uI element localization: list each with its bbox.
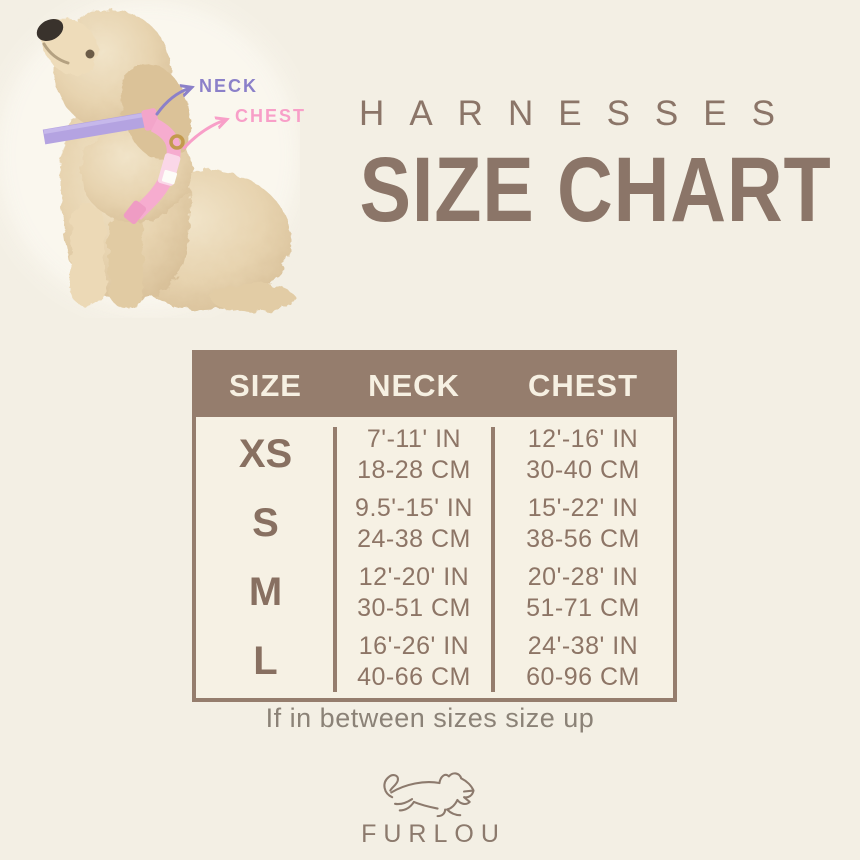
neck-inches: 12'-20' IN [358, 562, 470, 591]
brand-wordmark: FURLOU [361, 820, 506, 848]
neck-arrow-icon [155, 88, 190, 116]
furlou-dog-logo-icon [383, 772, 475, 818]
chest-inches: 12'-16' IN [527, 424, 639, 453]
chest-arrow-icon [182, 120, 225, 150]
title-block: HARNESSES SIZE CHART [320, 94, 832, 241]
chest-cell: 12'-16' IN 30-40 CM [493, 424, 673, 486]
chest-inches: 20'-28' IN [527, 562, 639, 591]
table-header-row: SIZE NECK CHEST [196, 354, 673, 417]
harness-straps [42, 108, 185, 224]
kicker-title: HARNESSES [359, 94, 800, 133]
chest-cm: 30-40 CM [526, 455, 640, 484]
size-cell: S [252, 501, 279, 545]
neck-cell: 12'-20' IN 30-51 CM [335, 562, 493, 624]
size-cell: XS [238, 432, 293, 476]
page-title: SIZE CHART [359, 139, 832, 241]
chest-cell: 24'-38' IN 60-96 CM [493, 631, 673, 693]
neck-inches: 7'-11' IN [366, 424, 462, 453]
neck-inches: 9.5'-15' IN [355, 493, 473, 522]
column-divider [333, 427, 337, 692]
neck-cell: 9.5'-15' IN 24-38 CM [335, 493, 493, 555]
neck-callout-label: NECK [199, 76, 259, 96]
size-cell: M [248, 570, 283, 614]
table-body: XS 7'-11' IN 18-28 CM 12'-16' IN 30-40 C… [196, 417, 673, 698]
header-neck: NECK [368, 367, 460, 403]
neck-cm: 40-66 CM [357, 662, 471, 691]
neck-cell: 7'-11' IN 18-28 CM [335, 424, 493, 486]
brand-footer: FURLOU [0, 766, 860, 849]
neck-cell: 16'-26' IN 40-66 CM [335, 631, 493, 693]
table-row-s: S 9.5'-15' IN 24-38 CM 15'-22' IN 38-56 … [196, 489, 673, 558]
chest-cm: 38-56 CM [526, 524, 640, 553]
dog-photo: NECK CHEST [0, 0, 304, 318]
neck-cm: 18-28 CM [357, 455, 471, 484]
neck-inches: 16'-26' IN [358, 631, 470, 660]
table-row-l: L 16'-26' IN 40-66 CM 24'-38' IN 60-96 C… [196, 627, 673, 696]
chest-inches: 15'-22' IN [527, 493, 639, 522]
chest-callout-label: CHEST [235, 106, 307, 126]
chest-cm: 51-71 CM [526, 593, 640, 622]
dog-face [36, 18, 95, 65]
size-chart-table: SIZE NECK CHEST XS 7'-11' IN 18-28 CM 12… [192, 350, 677, 702]
neck-cm: 24-38 CM [357, 524, 471, 553]
chest-cm: 60-96 CM [526, 662, 640, 691]
neck-cm: 30-51 CM [357, 593, 471, 622]
chest-cell: 15'-22' IN 38-56 CM [493, 493, 673, 555]
table-row-xs: XS 7'-11' IN 18-28 CM 12'-16' IN 30-40 C… [196, 420, 673, 489]
chest-inches: 24'-38' IN [527, 631, 639, 660]
sizing-note: If in between sizes size up [265, 703, 595, 733]
header-size: SIZE [229, 367, 302, 403]
header-chest: CHEST [527, 367, 639, 403]
dog-harness-illustration [0, 0, 300, 312]
chest-cell: 20'-28' IN 51-71 CM [493, 562, 673, 624]
size-cell: L [253, 639, 278, 683]
table-row-m: M 12'-20' IN 30-51 CM 20'-28' IN 51-71 C… [196, 558, 673, 627]
column-divider [491, 427, 495, 692]
